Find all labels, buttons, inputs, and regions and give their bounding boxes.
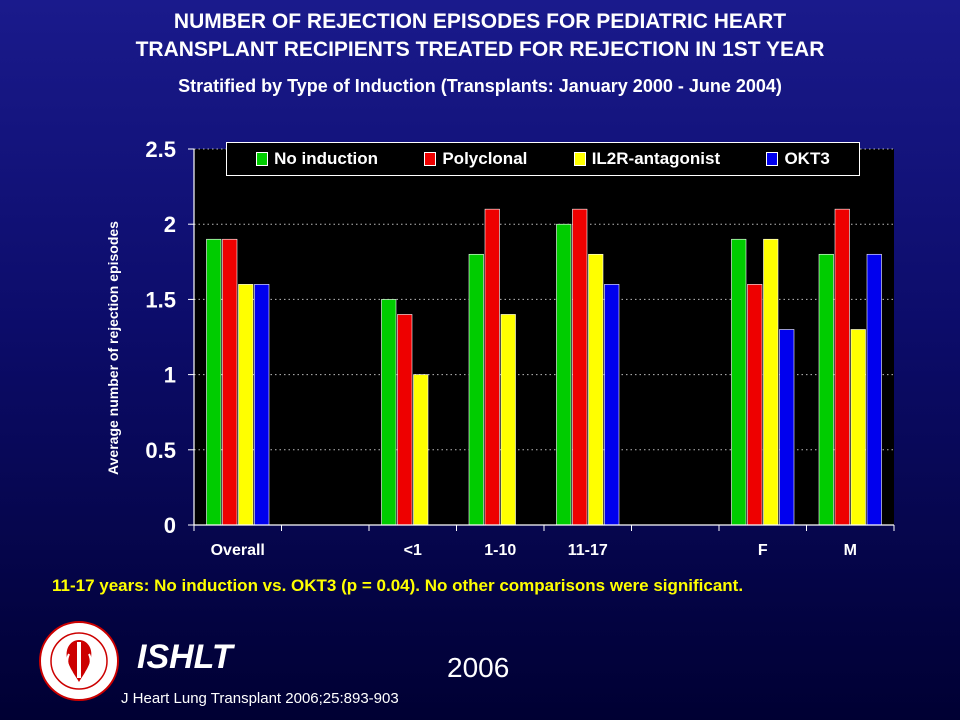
y-axis-label: Average number of rejection episodes bbox=[105, 221, 121, 475]
legend-swatch bbox=[256, 152, 269, 166]
bar-il2r-antagonist-1 bbox=[413, 374, 429, 526]
bar-polyclonal-1 bbox=[397, 314, 413, 526]
bar-il2r-antagonist-1117 bbox=[588, 253, 604, 526]
y-tick-label: 1.5 bbox=[145, 287, 176, 312]
y-tick-label: 2.5 bbox=[145, 137, 176, 162]
axes bbox=[188, 148, 895, 531]
bar-il2r-antagonist-Overall bbox=[238, 284, 254, 526]
legend-label: Polyclonal bbox=[442, 149, 528, 168]
bar-polyclonal-Overall bbox=[222, 238, 238, 526]
title-line-1: NUMBER OF REJECTION EPISODES FOR PEDIATR… bbox=[173, 10, 787, 33]
x-tick-labels: Overall <1 1-10 11-17 F M bbox=[211, 542, 857, 559]
bar-no-induction-Overall bbox=[206, 238, 222, 526]
x-tick-label: M bbox=[844, 542, 857, 559]
bar-polyclonal-F bbox=[747, 284, 763, 526]
bar-il2r-antagonist-110 bbox=[500, 314, 516, 526]
significance-note: 11-17 years: No induction vs. OKT3 (p = … bbox=[52, 576, 744, 595]
y-tick-label: 2 bbox=[164, 212, 176, 237]
legend-swatch bbox=[766, 152, 779, 166]
chart-subtitle: Stratified by Type of Induction (Transpl… bbox=[178, 76, 782, 96]
x-tick-label: 1-10 bbox=[484, 542, 516, 559]
legend-item: IL2R-antagonist bbox=[573, 149, 721, 169]
bar-no-induction-F bbox=[731, 238, 747, 526]
bar-no-induction-1 bbox=[381, 299, 397, 526]
title-line-2: TRANSPLANT RECIPIENTS TREATED FOR REJECT… bbox=[135, 38, 825, 61]
organization-name: ISHLT bbox=[137, 638, 233, 676]
legend-item: No induction bbox=[256, 149, 378, 169]
journal-citation: J Heart Lung Transplant 2006;25:893-903 bbox=[121, 690, 399, 707]
bar-okt3-Overall bbox=[254, 284, 270, 526]
y-tick-label: 0 bbox=[164, 513, 176, 538]
legend-item: OKT3 bbox=[766, 149, 830, 169]
legend-label: No induction bbox=[274, 149, 379, 168]
legend-swatch bbox=[424, 152, 437, 166]
bar-no-induction-110 bbox=[468, 253, 484, 526]
legend-label: OKT3 bbox=[784, 149, 830, 168]
ishlt-logo bbox=[39, 621, 119, 701]
bar-okt3-1117 bbox=[604, 284, 620, 526]
bar-polyclonal-110 bbox=[484, 208, 500, 526]
chart-legend: No induction Polyclonal IL2R-antagonist OKT… bbox=[226, 142, 860, 176]
y-tick-labels: 0 0.5 1 1.5 2 2.5 bbox=[145, 137, 176, 538]
bar-no-induction-1117 bbox=[556, 223, 572, 526]
bar-okt3-F bbox=[779, 329, 795, 526]
report-year: 2006 bbox=[447, 652, 510, 683]
bar-polyclonal-M bbox=[834, 208, 850, 526]
bar-polyclonal-1117 bbox=[572, 208, 588, 526]
x-tick-label: <1 bbox=[404, 542, 422, 559]
bar-il2r-antagonist-F bbox=[763, 238, 779, 526]
bar-okt3-M bbox=[866, 253, 882, 526]
legend-swatch bbox=[573, 152, 586, 166]
bar-il2r-antagonist-M bbox=[850, 329, 866, 526]
x-tick-label: 11-17 bbox=[568, 542, 608, 559]
legend-item: Polyclonal bbox=[424, 149, 527, 169]
y-tick-label: 0.5 bbox=[145, 438, 176, 463]
y-tick-label: 1 bbox=[164, 363, 176, 388]
bar-no-induction-M bbox=[818, 253, 834, 526]
legend-label: IL2R-antagonist bbox=[591, 149, 721, 168]
x-tick-label: F bbox=[758, 542, 768, 559]
chart-title: NUMBER OF REJECTION EPISODES FOR PEDIATR… bbox=[20, 8, 940, 64]
x-tick-label: Overall bbox=[211, 542, 265, 559]
